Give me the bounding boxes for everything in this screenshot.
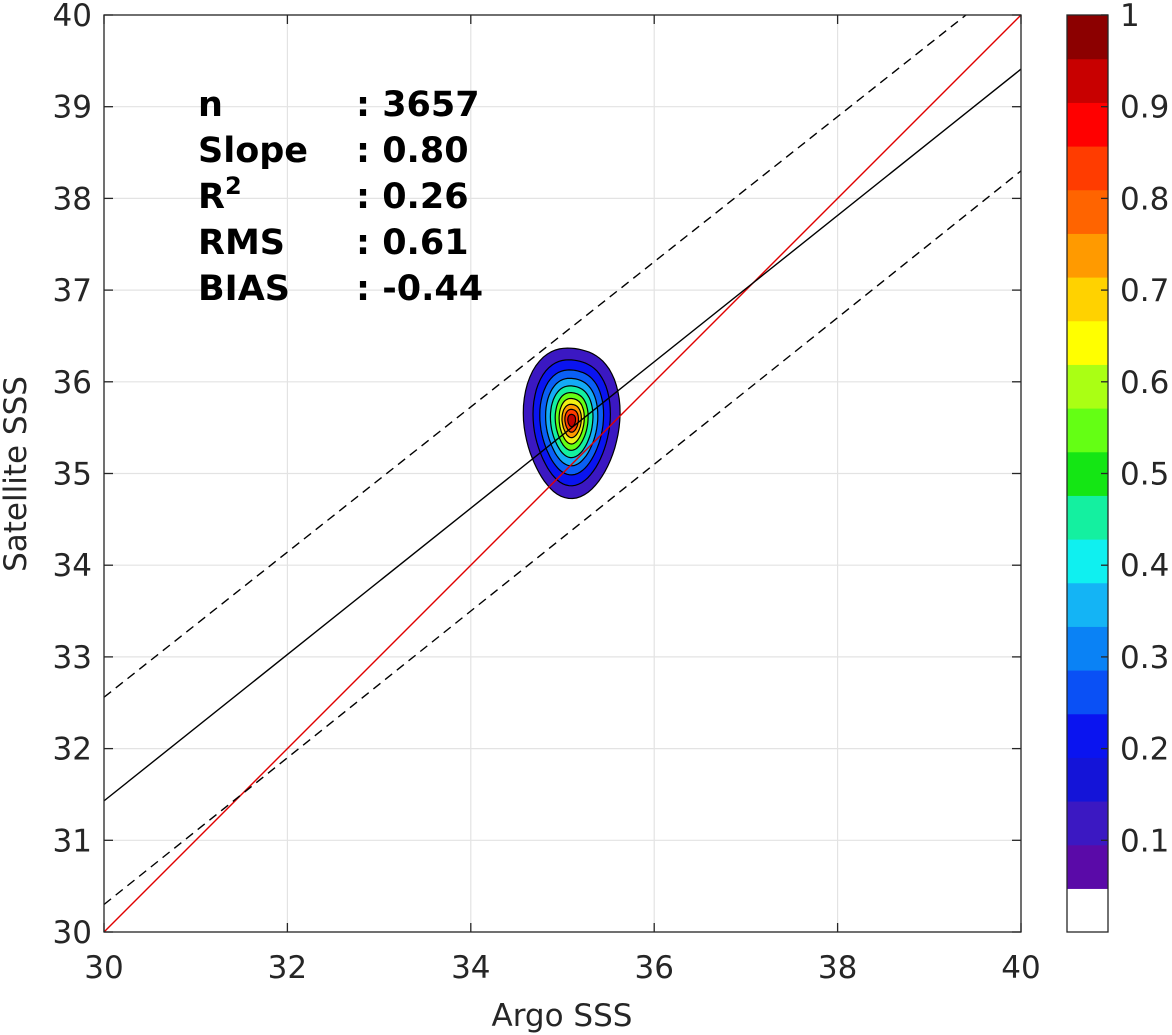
colorbar-segment [1067, 757, 1108, 802]
x-tick-label: 40 [1001, 950, 1040, 986]
one-to-one-line [104, 15, 1021, 932]
stat-label: n [198, 85, 223, 125]
y-tick-label: 36 [53, 365, 92, 401]
stat-value: : -0.44 [356, 269, 483, 309]
colorbar-segment [1067, 102, 1108, 147]
colorbar-segment [1067, 364, 1108, 409]
regression-upper-line [104, 15, 967, 698]
stat-label: RMS [198, 223, 285, 263]
stat-label: Slope [198, 131, 308, 171]
colorbar-tick-label: 1 [1120, 0, 1140, 34]
axis-ticks: 30 32 34 36 38 40 30 31 32 33 34 35 36 37 38 39 40 [53, 0, 1041, 986]
colorbar-segment [1067, 582, 1108, 627]
stat-value: : 0.26 [356, 177, 469, 217]
colorbar-segment [1067, 626, 1108, 671]
x-axis-label: Argo SSS [492, 998, 633, 1034]
stat-value: : 3657 [356, 85, 480, 125]
density-contours [522, 347, 621, 500]
y-tick-label: 35 [53, 457, 92, 493]
regression-line [104, 68, 1021, 802]
colorbar-tick-label: 0.2 [1120, 732, 1169, 768]
y-axis-label: Satellite SSS [0, 376, 34, 572]
colorbar-tick-label: 0.9 [1120, 90, 1169, 126]
y-tick-label: 30 [53, 915, 92, 951]
colorbar-tick-label: 0.5 [1120, 457, 1169, 493]
colorbar-segment [1067, 15, 1108, 60]
stat-value: : 0.80 [356, 131, 469, 171]
colorbar-segment [1067, 58, 1108, 103]
colorbar-segment [1067, 888, 1108, 933]
colorbar-segment [1067, 713, 1108, 758]
y-tick-label: 40 [53, 0, 92, 34]
colorbar-segment [1067, 539, 1108, 584]
colorbar-segment [1067, 408, 1108, 453]
colorbar-segment [1067, 495, 1108, 540]
stats-box: n : 3657 Slope : 0.80 R2 : 0.26 RMS : 0.61 BIAS:… [198, 85, 483, 309]
colorbar-tick-label: 0.7 [1120, 273, 1169, 309]
colorbar-segment [1067, 670, 1108, 715]
y-tick-label: 32 [53, 732, 92, 768]
colorbar-tick-label: 0.8 [1120, 181, 1169, 217]
fit-lines [104, 15, 1021, 932]
colorbar-segment [1067, 233, 1108, 278]
stat-label: R2 [198, 172, 242, 217]
regression-lower-line [104, 170, 1021, 906]
y-tick-label: 31 [53, 823, 92, 859]
colorbar-segment [1067, 277, 1108, 322]
stat-label: BIAS [198, 269, 290, 309]
stat-value: : 0.61 [356, 223, 469, 263]
colorbar-segment [1067, 801, 1108, 846]
colorbar-tick-label: 0.1 [1120, 823, 1169, 859]
colorbar-segment [1067, 844, 1108, 889]
colorbar-tick-label: 0.4 [1120, 548, 1169, 584]
y-tick-label: 37 [53, 273, 92, 309]
colorbar: 0.1 0.2 0.3 0.4 0.5 0.6 0.7 0.8 0.9 1 [1066, 0, 1169, 933]
colorbar-tick-label: 0.6 [1120, 365, 1169, 401]
y-tick-label: 38 [53, 181, 92, 217]
colorbar-segment [1067, 146, 1108, 191]
x-tick-label: 32 [268, 950, 307, 986]
y-tick-label: 34 [53, 548, 92, 584]
colorbar-segment [1067, 320, 1108, 365]
x-tick-label: 30 [84, 950, 123, 986]
colorbar-tick-label: 0.3 [1120, 640, 1169, 676]
x-tick-label: 34 [451, 950, 490, 986]
colorbar-segment [1067, 189, 1108, 234]
grid-lines [103, 14, 1022, 933]
y-tick-label: 33 [53, 640, 92, 676]
x-tick-label: 38 [818, 950, 857, 986]
x-tick-label: 36 [634, 950, 673, 986]
y-tick-label: 39 [53, 90, 92, 126]
